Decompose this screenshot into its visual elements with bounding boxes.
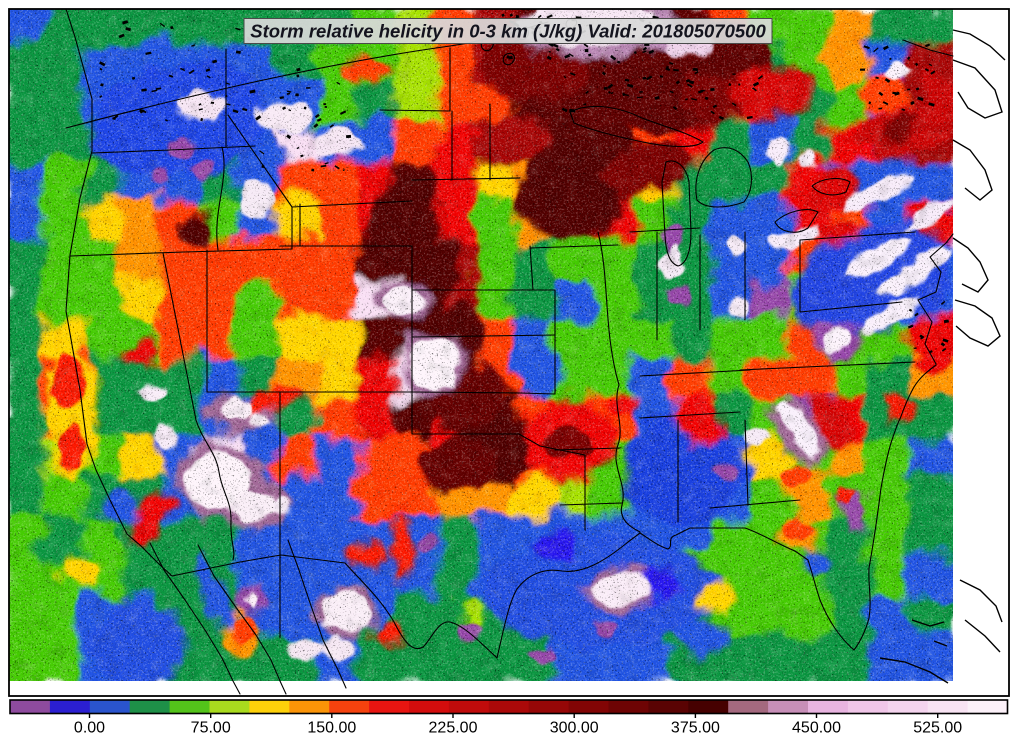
svg-text:Storm relative helicity in 0-3: Storm relative helicity in 0-3 km (J/kg)… (250, 21, 766, 42)
svg-text:450.00: 450.00 (792, 720, 841, 737)
svg-text:300.00: 300.00 (550, 720, 599, 737)
svg-text:225.00: 225.00 (429, 720, 478, 737)
svg-text:75.00: 75.00 (191, 720, 231, 737)
svg-text:0.00: 0.00 (74, 720, 105, 737)
svg-text:150.00: 150.00 (307, 720, 356, 737)
svg-text:525.00: 525.00 (913, 720, 962, 737)
svg-text:375.00: 375.00 (671, 720, 720, 737)
